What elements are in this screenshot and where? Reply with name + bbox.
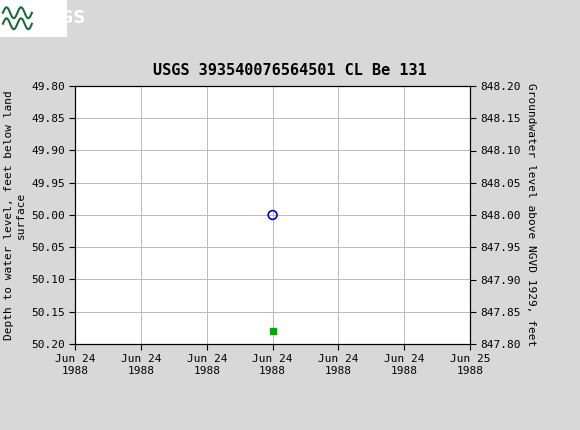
- Text: USGS 393540076564501 CL Be 131: USGS 393540076564501 CL Be 131: [153, 64, 427, 78]
- Point: [268, 328, 277, 335]
- Text: USGS: USGS: [35, 9, 86, 27]
- Y-axis label: Depth to water level, feet below land
surface: Depth to water level, feet below land su…: [4, 90, 26, 340]
- Bar: [0, 0, 67, 37]
- Point: [268, 212, 277, 218]
- Y-axis label: Groundwater level above NGVD 1929, feet: Groundwater level above NGVD 1929, feet: [526, 83, 537, 347]
